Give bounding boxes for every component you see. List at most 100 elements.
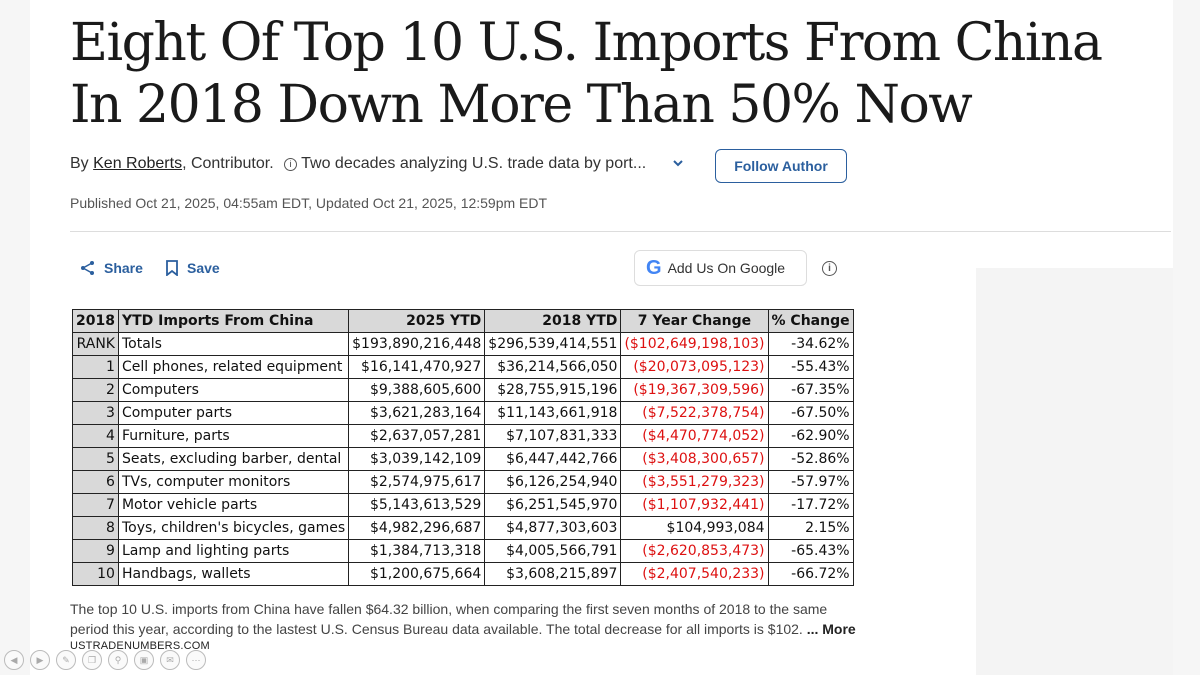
table-header-row: 2018 YTD Imports From China 2025 YTD 201… [72, 309, 854, 333]
row-2018-ytd: $6,251,545,970 [484, 493, 622, 517]
row-2018-ytd: $4,877,303,603 [484, 516, 622, 540]
bookmark-icon [166, 260, 178, 277]
row-2018-ytd: $4,005,566,791 [484, 539, 622, 563]
row-7-year-change: ($3,551,279,323) [620, 470, 769, 494]
row-2025-ytd: $1,384,713,318 [348, 539, 486, 563]
author-role: , Contributor. [182, 155, 274, 172]
row-rank: 10 [72, 562, 119, 586]
header-7-year-change: 7 Year Change [620, 309, 769, 333]
author-bio: Two decades analyzing U.S. trade data by… [301, 155, 647, 172]
row-name: Motor vehicle parts [117, 493, 350, 517]
copy-icon[interactable]: ❐ [82, 650, 102, 670]
row-7-year-change: ($20,073,095,123) [620, 355, 769, 379]
row-7-year-change: ($3,408,300,657) [620, 447, 769, 471]
row-rank: RANK [72, 332, 119, 356]
row-2018-ytd: $6,447,442,766 [484, 447, 622, 471]
row-rank: 6 [72, 470, 119, 494]
table-row: 7 Motor vehicle parts $5,143,613,529 $6,… [72, 493, 854, 517]
row-7-year-change: ($19,367,309,596) [620, 378, 769, 402]
more-options-icon[interactable]: ⋯ [186, 650, 206, 670]
table-caption: The top 10 U.S. imports from China have … [70, 599, 860, 639]
row-name: Cell phones, related equipment [117, 355, 350, 379]
follow-author-button[interactable]: Follow Author [715, 149, 847, 183]
header-pct-change: % Change [767, 309, 854, 333]
save-label: Save [187, 260, 220, 276]
row-2025-ytd: $9,388,605,600 [348, 378, 486, 402]
row-pct-change: -52.86% [767, 447, 854, 471]
row-2025-ytd: $5,143,613,529 [348, 493, 486, 517]
article-headline: Eight Of Top 10 U.S. Imports From China … [70, 13, 1103, 135]
row-2025-ytd: $3,621,283,164 [348, 401, 486, 425]
row-pct-change: 2.15% [767, 516, 854, 540]
table-row: 6 TVs, computer monitors $2,574,975,617 … [72, 470, 854, 494]
table-row: 4 Furniture, parts $2,637,057,281 $7,107… [72, 424, 854, 448]
row-2025-ytd: $2,637,057,281 [348, 424, 486, 448]
row-2018-ytd: $11,143,661,918 [484, 401, 622, 425]
row-rank: 7 [72, 493, 119, 517]
row-name: Handbags, wallets [117, 562, 350, 586]
row-2018-ytd: $36,214,566,050 [484, 355, 622, 379]
share-button[interactable]: Share [80, 260, 143, 276]
row-pct-change: -66.72% [767, 562, 854, 586]
divider [70, 231, 1171, 232]
share-label: Share [104, 260, 143, 276]
row-2018-ytd: $7,107,831,333 [484, 424, 622, 448]
row-rank: 1 [72, 355, 119, 379]
byline-by: By [70, 155, 89, 172]
right-ad-panel [976, 268, 1173, 675]
row-2025-ytd: $1,200,675,664 [348, 562, 486, 586]
row-pct-change: -34.62% [767, 332, 854, 356]
image-credit: USTRADENUMBERS.COM [70, 640, 210, 652]
table-row: 5 Seats, excluding barber, dental $3,039… [72, 447, 854, 471]
add-us-on-google-button[interactable]: G Add Us On Google [634, 250, 807, 286]
header-imports: YTD Imports From China [117, 309, 350, 333]
save-button[interactable]: Save [165, 260, 220, 277]
published-date: Published Oct 21, 2025, 04:55am EDT, Upd… [70, 195, 548, 211]
row-rank: 2 [72, 378, 119, 402]
header-2018-ytd: 2018 YTD [484, 309, 622, 333]
row-name: Totals [117, 332, 350, 356]
pen-icon[interactable]: ✎ [56, 650, 76, 670]
row-rank: 3 [72, 401, 119, 425]
viewer-toolbar: ◀ ▶ ✎ ❐ ⚲ ▣ ✉ ⋯ [4, 650, 206, 670]
row-2018-ytd: $296,539,414,551 [484, 332, 622, 356]
share-icon [81, 261, 94, 275]
info-circle-icon[interactable]: i [822, 261, 837, 276]
table-row: 9 Lamp and lighting parts $1,384,713,318… [72, 539, 854, 563]
row-name: Lamp and lighting parts [117, 539, 350, 563]
author-link[interactable]: Ken Roberts [93, 155, 183, 172]
row-2025-ytd: $4,982,296,687 [348, 516, 486, 540]
row-pct-change: -17.72% [767, 493, 854, 517]
row-pct-change: -62.90% [767, 424, 854, 448]
byline: By Ken Roberts, Contributor. i Two decade… [70, 155, 646, 173]
chevron-down-icon[interactable] [672, 155, 684, 171]
row-2018-ytd: $3,608,215,897 [484, 562, 622, 586]
row-2025-ytd: $193,890,216,448 [348, 332, 486, 356]
row-pct-change: -65.43% [767, 539, 854, 563]
screen-icon[interactable]: ▣ [134, 650, 154, 670]
prev-icon[interactable]: ◀ [4, 650, 24, 670]
row-7-year-change: ($1,107,932,441) [620, 493, 769, 517]
table-row: 3 Computer parts $3,621,283,164 $11,143,… [72, 401, 854, 425]
row-rank: 8 [72, 516, 119, 540]
row-pct-change: -57.97% [767, 470, 854, 494]
mail-icon[interactable]: ✉ [160, 650, 180, 670]
more-link[interactable]: ... More [806, 621, 856, 637]
zoom-icon[interactable]: ⚲ [108, 650, 128, 670]
caption-text: The top 10 U.S. imports from China have … [70, 601, 828, 637]
header-2025-ytd: 2025 YTD [348, 309, 486, 333]
row-7-year-change: $104,993,084 [620, 516, 769, 540]
row-pct-change: -67.35% [767, 378, 854, 402]
imports-table: 2018 YTD Imports From China 2025 YTD 201… [72, 309, 854, 586]
google-g-icon: G [646, 256, 662, 279]
left-margin-strip [0, 0, 30, 675]
row-rank: 9 [72, 539, 119, 563]
row-rank: 4 [72, 424, 119, 448]
row-name: Toys, children's bicycles, games [117, 516, 350, 540]
info-icon: i [284, 158, 298, 171]
table-row: 2 Computers $9,388,605,600 $28,755,915,1… [72, 378, 854, 402]
row-name: Computer parts [117, 401, 350, 425]
next-icon[interactable]: ▶ [30, 650, 50, 670]
table-row: 1 Cell phones, related equipment $16,141… [72, 355, 854, 379]
row-pct-change: -67.50% [767, 401, 854, 425]
